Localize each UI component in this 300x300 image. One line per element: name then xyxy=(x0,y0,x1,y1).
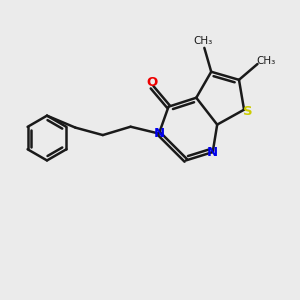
Text: CH₃: CH₃ xyxy=(257,56,276,66)
Text: N: N xyxy=(207,146,218,159)
Text: CH₃: CH₃ xyxy=(193,36,212,46)
Text: O: O xyxy=(146,76,158,89)
Text: S: S xyxy=(243,105,253,118)
Text: N: N xyxy=(153,127,164,140)
